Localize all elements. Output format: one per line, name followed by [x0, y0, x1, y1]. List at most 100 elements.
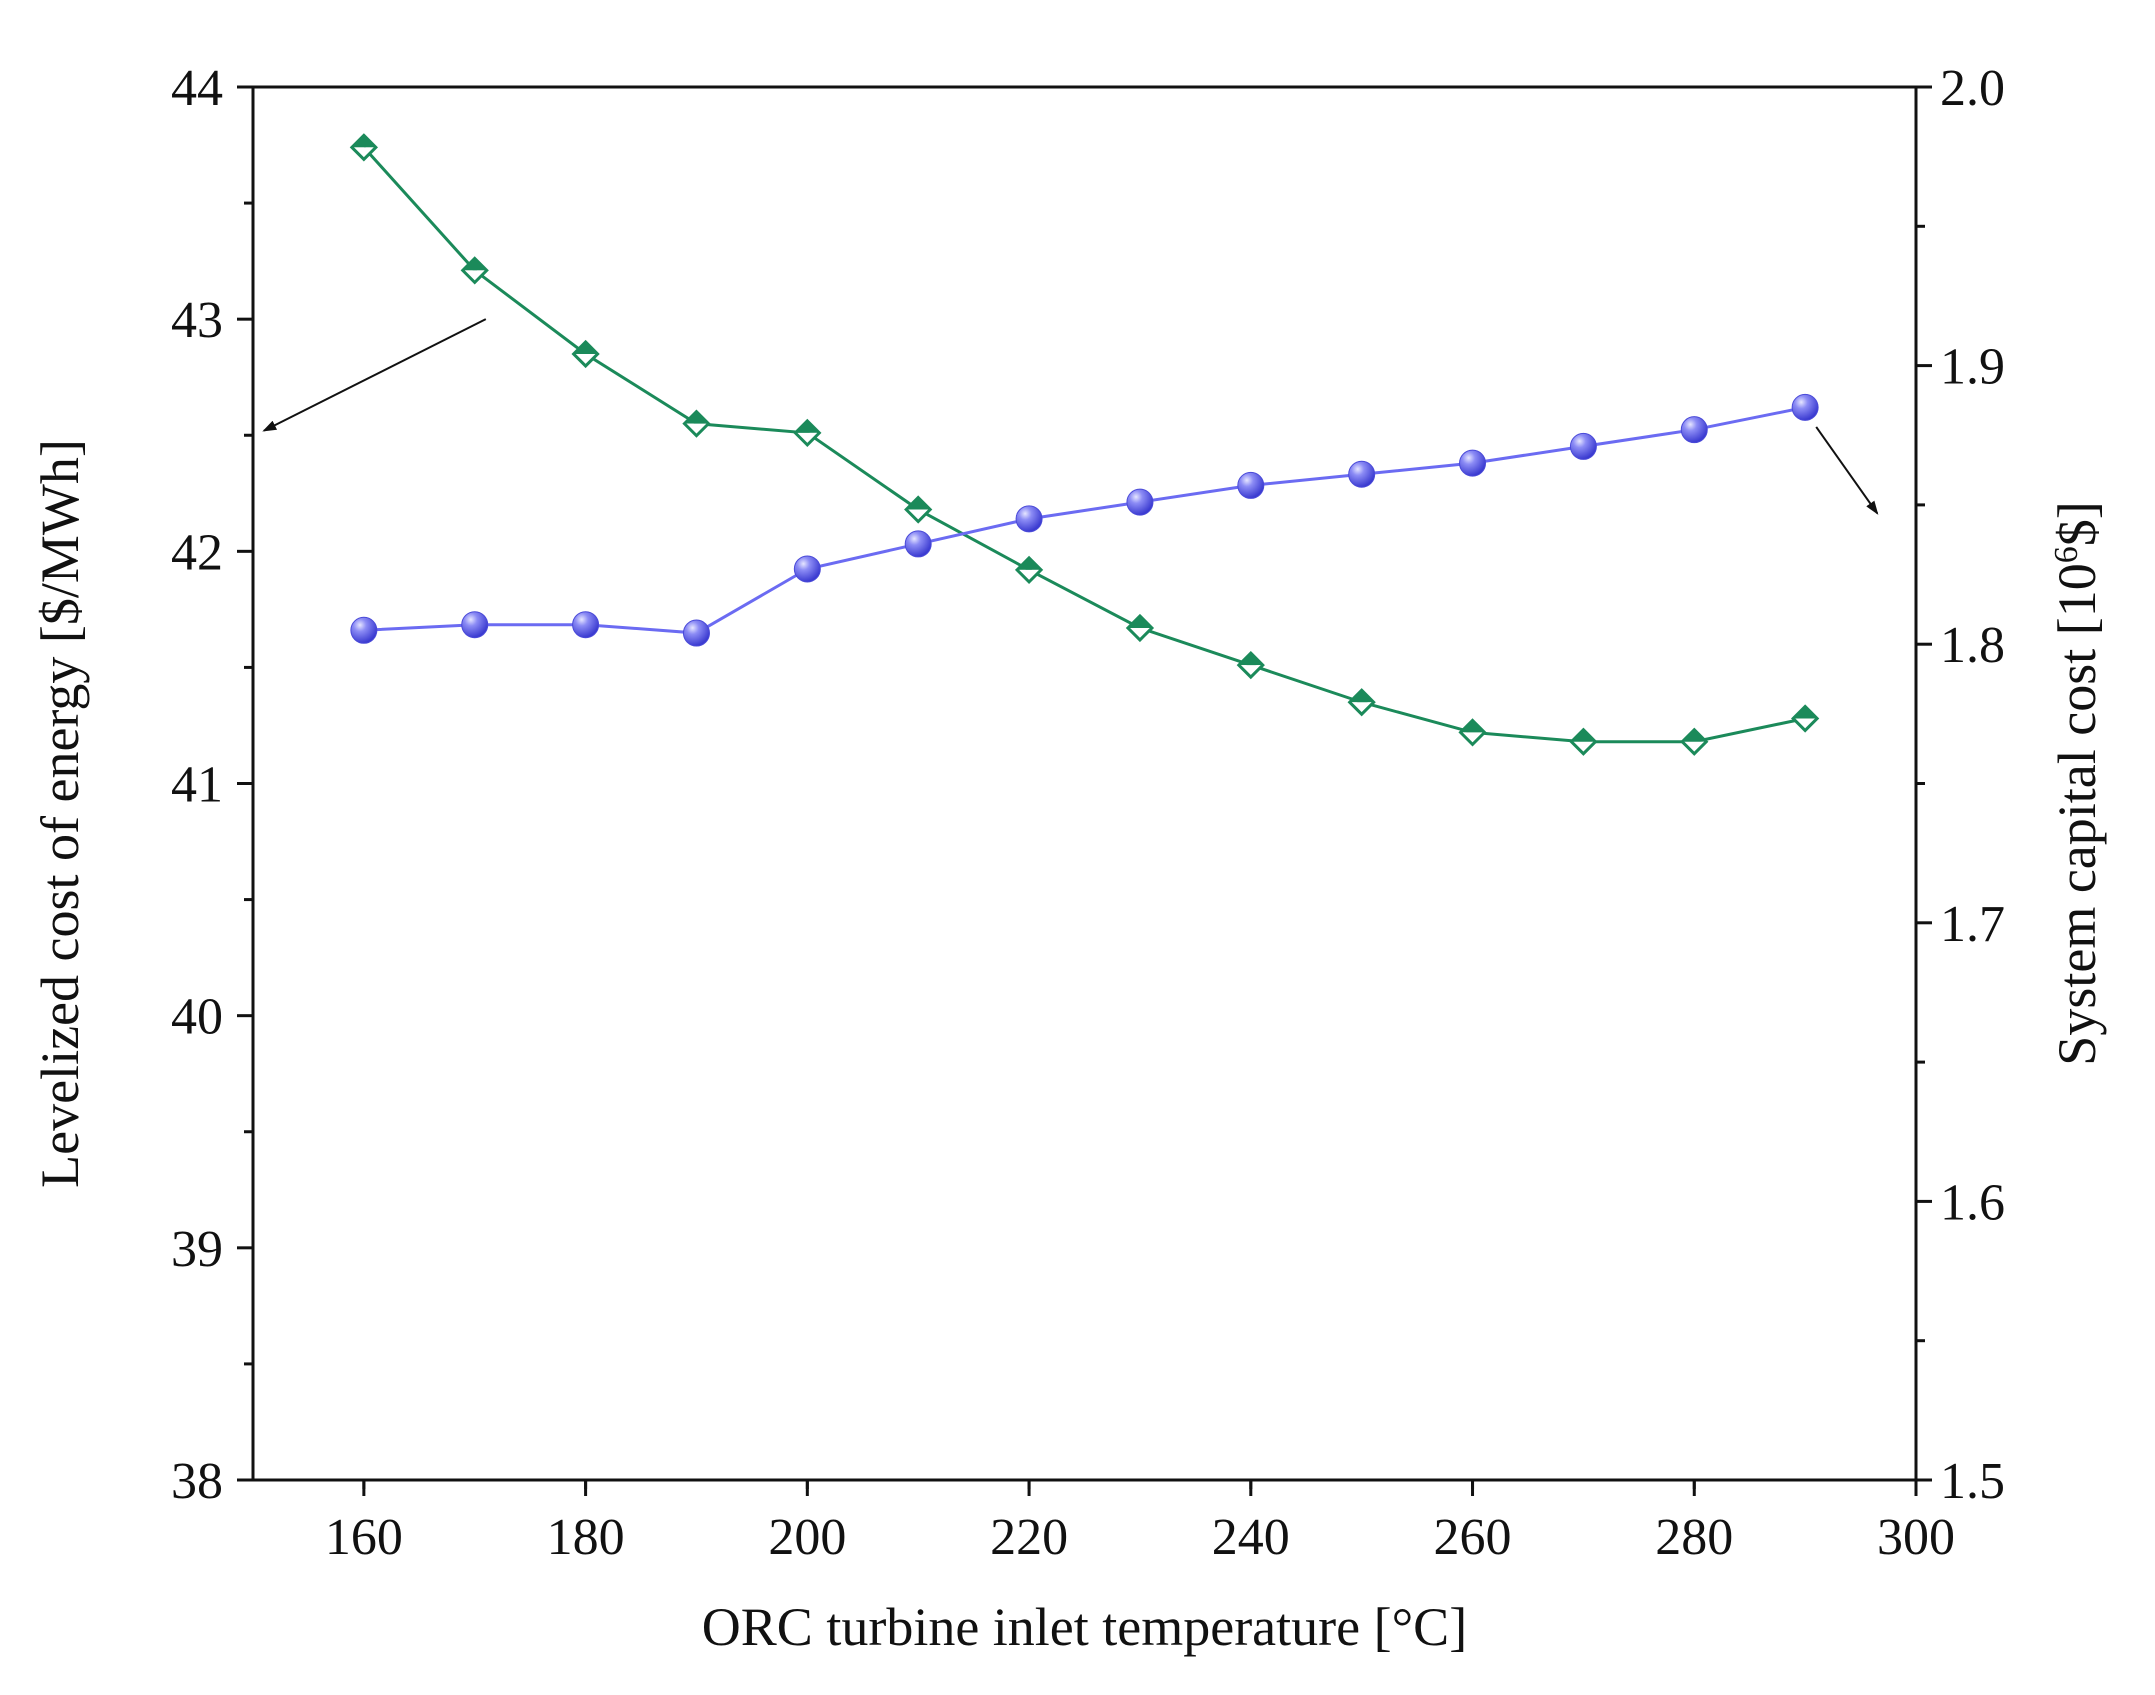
lcoe-point: [1014, 555, 1044, 585]
diamond-bottom-fill: [1238, 665, 1263, 678]
annotation-arrows: [262, 318, 1879, 515]
lcoe-series-line: [362, 146, 1806, 744]
diamond-outline: [460, 256, 489, 285]
lcoe-point: [1569, 727, 1598, 756]
diamond-top-fill: [351, 135, 376, 148]
diamond-top-fill: [1349, 690, 1374, 703]
right-y-axis-ticks: 1.5 1.6 1.7 1.8 1.9 2.0: [1916, 60, 2005, 1510]
right-y-axis-title-main: System capital cost [10: [2047, 563, 2107, 1065]
lcoe-point: [793, 418, 822, 448]
left-y-tick-label: 39: [171, 1221, 223, 1278]
capital-cost-point: [904, 530, 932, 558]
lcoe-point: [460, 256, 489, 285]
capital-cost-point: [1680, 416, 1708, 444]
diamond-top-fill: [1460, 720, 1485, 733]
diamond-bottom-fill: [1571, 741, 1596, 754]
diamond-outline: [1347, 688, 1376, 717]
x-tick-label: 180: [547, 1509, 625, 1566]
diamond-top-fill: [684, 411, 709, 424]
x-tick-label: 260: [1434, 1509, 1512, 1566]
x-tick-label: 240: [1212, 1509, 1290, 1566]
lcoe-point: [571, 339, 600, 369]
x-tick-label: 280: [1655, 1509, 1733, 1566]
diamond-outline: [1569, 727, 1598, 756]
right-y-tick-label: 1.5: [1940, 1453, 2005, 1510]
diamond-bottom-fill: [1017, 569, 1042, 582]
diamond-outline: [682, 409, 711, 438]
lcoe-point: [1791, 704, 1820, 733]
diamond-bottom-fill: [1349, 702, 1374, 715]
capital-cost-point: [1459, 449, 1487, 477]
diamond-bottom-fill: [351, 147, 376, 160]
diamond-outline: [904, 495, 933, 524]
series-layer: [349, 133, 1820, 756]
diamond-outline: [1680, 727, 1709, 756]
diamond-outline: [1791, 704, 1820, 733]
x-tick-label: 300: [1877, 1509, 1955, 1566]
left-y-tick-label: 40: [171, 989, 223, 1046]
diamond-bottom-fill: [573, 353, 598, 366]
capital-cost-point: [1015, 505, 1043, 533]
lcoe-point: [1458, 718, 1487, 747]
left-y-tick-label: 42: [171, 524, 223, 581]
right-axis-arrow: [1815, 426, 1879, 515]
right-y-axis-title: System capital cost [106$]: [2047, 501, 2107, 1065]
diamond-top-fill: [795, 420, 820, 433]
right-y-tick-label: 1.9: [1940, 339, 2005, 396]
left-y-axis-ticks: 38 39 40 41 42 43 44: [171, 60, 253, 1510]
right-y-tick-label: 2.0: [1940, 60, 2005, 117]
left-y-tick-label: 44: [171, 60, 223, 117]
plot-frame: [251, 85, 1918, 1482]
diamond-top-fill: [573, 341, 598, 354]
capital-cost-point: [461, 611, 489, 639]
diamond-bottom-fill: [1460, 732, 1485, 745]
diamond-bottom-fill: [1682, 741, 1707, 754]
lcoe-point: [1236, 650, 1265, 680]
diamond-bottom-fill: [1127, 627, 1152, 640]
capital-cost-point: [1569, 432, 1597, 460]
diamond-top-fill: [1017, 557, 1042, 570]
diamond-bottom-fill: [1793, 718, 1818, 731]
diamond-bottom-fill: [906, 509, 931, 522]
lcoe-point: [1347, 688, 1376, 717]
diamond-outline: [1458, 718, 1487, 747]
diamond-outline: [1125, 613, 1155, 643]
left-axis-arrow: [262, 318, 487, 432]
diamond-bottom-fill: [462, 270, 487, 283]
x-tick-label: 200: [768, 1509, 846, 1566]
diamond-outline: [349, 133, 378, 162]
right-y-tick-label: 1.8: [1940, 617, 2005, 674]
capital-cost-point: [793, 555, 821, 583]
x-axis-title: ORC turbine inlet temperature [°C]: [702, 1597, 1467, 1657]
capital-cost-series-line: [363, 405, 1806, 635]
diamond-top-fill: [906, 497, 931, 510]
lcoe-point: [1125, 613, 1155, 643]
diamond-bottom-fill: [795, 432, 820, 445]
left-y-tick-label: 41: [171, 757, 223, 814]
x-tick-label: 220: [990, 1509, 1068, 1566]
diamond-outline: [1014, 555, 1044, 585]
x-axis-ticks: 160 180 200 220 240 260 280 300: [325, 1480, 1955, 1566]
capital-cost-point: [350, 616, 378, 644]
diamond-top-fill: [1682, 729, 1707, 742]
lcoe-point: [682, 409, 711, 438]
right-y-tick-label: 1.6: [1940, 1174, 2005, 1231]
diamond-top-fill: [1238, 653, 1263, 666]
left-y-axis-title: Levelized cost of energy [$/MWh]: [30, 439, 90, 1188]
diamond-top-fill: [462, 258, 487, 271]
capital-cost-point: [682, 619, 710, 647]
right-y-tick-label: 1.7: [1940, 896, 2005, 953]
x-tick-label: 160: [325, 1509, 403, 1566]
left-y-tick-label: 38: [171, 1453, 223, 1510]
capital-cost-point: [1348, 460, 1376, 488]
lcoe-point: [904, 495, 933, 524]
diamond-top-fill: [1571, 729, 1596, 742]
lcoe-point: [349, 133, 378, 162]
lcoe-point: [1680, 727, 1709, 756]
left-y-tick-label: 43: [171, 292, 223, 349]
diamond-outline: [793, 418, 822, 448]
capital-cost-point: [572, 611, 600, 639]
diamond-top-fill: [1127, 615, 1152, 628]
right-y-axis-title-superscript: 6: [2048, 546, 2085, 563]
